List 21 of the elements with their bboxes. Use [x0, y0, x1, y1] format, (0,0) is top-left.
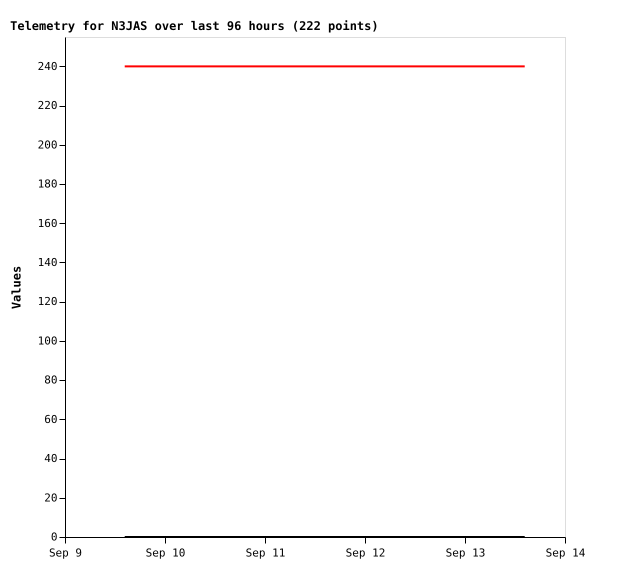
y-tick-label: 160: [38, 216, 58, 230]
x-tick-label: Sep 11: [246, 546, 286, 560]
chart-title: Telemetry for N3JAS over last 96 hours (222 points): [10, 19, 379, 33]
y-tick-label: 180: [38, 178, 58, 191]
x-tick-label: Sep 12: [346, 546, 386, 560]
y-tick-label: 40: [44, 452, 58, 466]
y-tick-label: 240: [38, 60, 58, 73]
y-tick-label: 20: [44, 491, 58, 504]
y-axis-title: Values: [10, 266, 24, 310]
x-tick-label: Sep 10: [146, 546, 186, 560]
y-tick-label: 140: [38, 256, 58, 269]
x-tick-label: Sep 14: [546, 546, 586, 560]
y-tick-label: 100: [38, 334, 58, 348]
x-tick-label: Sep 13: [446, 546, 486, 560]
y-tick-label: 60: [44, 412, 58, 426]
y-tick-label: 200: [38, 138, 58, 152]
x-tick-label: Sep 9: [48, 546, 82, 560]
y-tick-label: 120: [38, 295, 58, 308]
y-tick-label: 0: [50, 530, 58, 544]
y-tick-label: 80: [44, 374, 58, 387]
y-tick-label: 220: [38, 99, 58, 112]
